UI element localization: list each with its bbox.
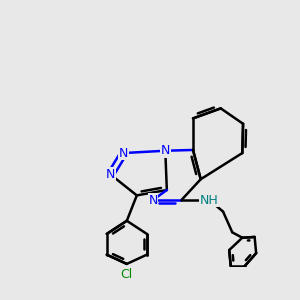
Text: N: N xyxy=(119,146,128,160)
Text: N: N xyxy=(106,168,115,181)
Text: N: N xyxy=(160,144,170,157)
Text: N: N xyxy=(148,194,158,206)
Text: Cl: Cl xyxy=(121,268,133,281)
Text: NH: NH xyxy=(200,194,219,206)
